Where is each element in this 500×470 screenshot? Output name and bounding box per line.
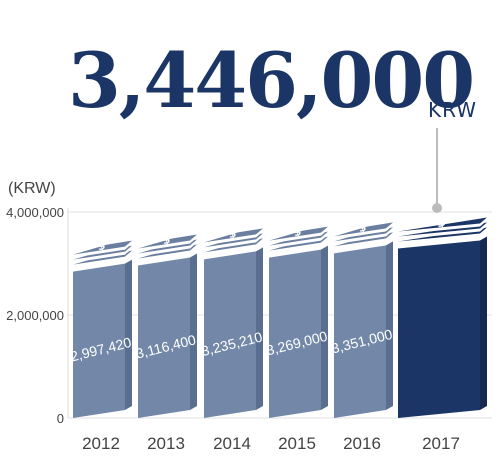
bar-2013: $3,116,400: [134, 233, 198, 418]
money-sheet: [398, 217, 487, 232]
bar-front: [73, 263, 125, 418]
bar-front: [138, 257, 190, 418]
money-sheet: [138, 234, 197, 249]
bar-front: [334, 245, 386, 418]
money-stack-icon: $: [292, 225, 303, 240]
y-tick-label: 4,000,000: [6, 205, 64, 220]
money-sheet: [398, 227, 487, 242]
y-tick-label: 2,000,000: [6, 308, 64, 323]
money-sheet: [204, 228, 263, 243]
x-tick-label: 2013: [147, 434, 185, 453]
bar-front: [269, 249, 321, 418]
bar-side: [256, 247, 263, 410]
money-stack-icon: $: [227, 226, 238, 241]
money-sheet: [398, 222, 487, 237]
headline-unit: KRW: [428, 98, 477, 122]
money-stack-icon: $: [161, 233, 172, 248]
money-sheet-gap: [398, 225, 487, 240]
bar-2017: $: [398, 214, 487, 418]
bar-side: [386, 241, 393, 410]
money-sheet: [73, 240, 132, 255]
money-sheet-gap: [398, 230, 487, 245]
x-tick-label: 2015: [278, 434, 316, 453]
y-axis-title: (KRW): [8, 180, 56, 197]
bar-side: [190, 253, 197, 410]
x-tick-label: 2016: [343, 434, 381, 453]
money-sheet: [269, 226, 328, 241]
headline: 3,446,000 KRW: [0, 0, 500, 140]
bar-2012: $2,997,420: [69, 239, 133, 418]
headline-value: 3,446,000: [68, 36, 475, 125]
money-stack-icon: $: [96, 239, 107, 254]
bar-side: [125, 259, 132, 410]
bar-front: [204, 251, 256, 418]
bar-2016: $3,351,000: [330, 221, 394, 418]
x-tick-label: 2012: [82, 434, 120, 453]
money-stack-icon: $: [357, 221, 368, 236]
connector-dot: [432, 203, 442, 213]
money-sheet: [334, 222, 393, 237]
bar-front: [398, 240, 480, 418]
money-stack-icon: $: [435, 214, 448, 231]
bar-side: [480, 236, 487, 410]
bar-2015: $3,269,000: [265, 225, 329, 418]
money-sheet-gap: [398, 220, 487, 235]
x-tick-label: 2017: [422, 434, 460, 453]
y-tick-label: 0: [57, 411, 64, 426]
x-tick-label: 2014: [213, 434, 251, 453]
bar-side: [321, 245, 328, 410]
bar-2014: $3,235,210: [200, 226, 264, 418]
